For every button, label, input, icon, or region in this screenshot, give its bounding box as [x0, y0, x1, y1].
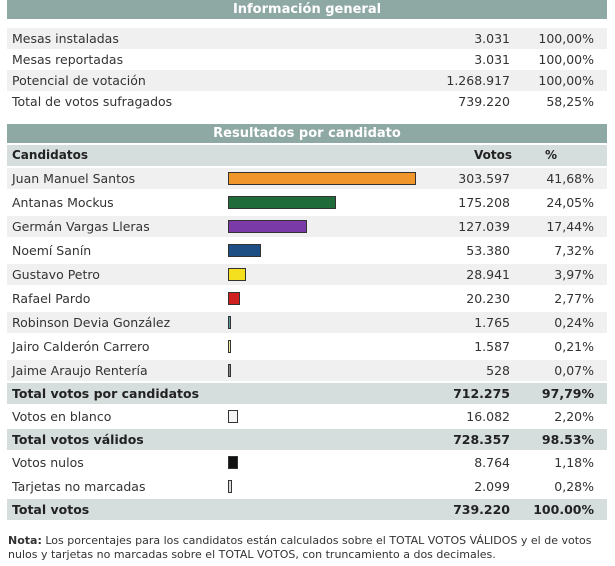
- candidate-row: Rafael Pardo 20.230 2,77%: [7, 288, 607, 309]
- results-header: Resultados por candidato: [7, 124, 607, 143]
- column-percent: %: [545, 148, 558, 162]
- candidate-percent: 41,68%: [546, 171, 594, 186]
- row-percent: 100.00%: [533, 502, 594, 517]
- column-votes: Votos: [474, 148, 512, 162]
- row-label: Mesas instaladas: [12, 31, 119, 46]
- footnote: Nota: Los porcentajes para los candidato…: [8, 534, 608, 562]
- unmarked-cards-bar: [228, 480, 232, 493]
- candidate-row: Gustavo Petro 28.941 3,97%: [7, 264, 607, 285]
- row-label: Potencial de votación: [12, 73, 146, 88]
- candidate-vote-bar: [228, 172, 416, 185]
- candidate-name: Noemí Sanín: [12, 243, 92, 258]
- candidate-row: Antanas Mockus 175.208 24,05%: [7, 192, 607, 213]
- candidate-name: Jaime Araujo Rentería: [12, 363, 148, 378]
- candidate-percent: 0,07%: [554, 363, 594, 378]
- candidate-row: Noemí Sanín 53.380 7,32%: [7, 240, 607, 261]
- row-percent: 1,18%: [554, 455, 594, 470]
- candidate-name: Robinson Devia González: [12, 315, 171, 330]
- general-info-header: Información general: [7, 0, 607, 19]
- null-votes-row: Votos nulos 8.764 1,18%: [7, 452, 607, 473]
- general-row-mesas-instaladas: Mesas instaladas 3.031 100,00%: [7, 28, 607, 49]
- total-votes-row: Total votos 739.220 100.00%: [7, 499, 607, 520]
- candidate-row: Jaime Araujo Rentería 528 0,07%: [7, 360, 607, 381]
- total-candidates-row: Total votos por candidatos 712.275 97,79…: [7, 383, 607, 404]
- candidate-votes: 53.380: [466, 243, 510, 258]
- candidate-votes: 175.208: [458, 195, 510, 210]
- row-label: Tarjetas no marcadas: [12, 479, 146, 494]
- row-label: Mesas reportadas: [12, 52, 124, 67]
- general-row-votos-sufragados: Total de votos sufragados 739.220 58,25%: [7, 91, 607, 112]
- total-valid-row: Total votos válidos 728.357 98.53%: [7, 429, 607, 450]
- footnote-text: Los porcentajes para los candidatos está…: [8, 534, 592, 561]
- row-label: Total votos: [12, 502, 90, 517]
- candidate-name: Jairo Calderón Carrero: [12, 339, 150, 354]
- row-label: Total votos válidos: [12, 432, 144, 447]
- candidate-vote-bar: [228, 340, 231, 353]
- column-candidates: Candidatos: [12, 148, 88, 162]
- row-percent: 2,20%: [554, 409, 594, 424]
- row-votes: 16.082: [466, 409, 510, 424]
- candidate-votes: 127.039: [458, 219, 510, 234]
- candidate-vote-bar: [228, 244, 261, 257]
- unmarked-cards-row: Tarjetas no marcadas 2.099 0,28%: [7, 476, 607, 497]
- candidate-row: Juan Manuel Santos 303.597 41,68%: [7, 168, 607, 189]
- candidate-percent: 3,97%: [554, 267, 594, 282]
- row-percent: 98.53%: [541, 432, 594, 447]
- candidate-votes: 1.765: [474, 315, 510, 330]
- blank-votes-row: Votos en blanco 16.082 2,20%: [7, 406, 607, 427]
- candidate-vote-bar: [228, 268, 246, 281]
- row-votes: 8.764: [474, 455, 510, 470]
- row-label: Votos en blanco: [12, 409, 112, 424]
- row-percent: 0,28%: [554, 479, 594, 494]
- row-votes: 2.099: [474, 479, 510, 494]
- row-label: Total de votos sufragados: [12, 94, 173, 109]
- candidate-percent: 0,21%: [554, 339, 594, 354]
- null-votes-bar: [228, 456, 238, 469]
- candidate-votes: 28.941: [466, 267, 510, 282]
- candidate-percent: 2,77%: [554, 291, 594, 306]
- row-count: 3.031: [474, 52, 510, 67]
- candidate-vote-bar: [228, 364, 231, 377]
- row-percent: 100,00%: [538, 31, 594, 46]
- candidate-vote-bar: [228, 220, 307, 233]
- row-votes: 712.275: [453, 386, 510, 401]
- candidate-row: Germán Vargas Lleras 127.039 17,44%: [7, 216, 607, 237]
- candidate-name: Germán Vargas Lleras: [12, 219, 150, 234]
- row-label: Votos nulos: [12, 455, 84, 470]
- candidate-name: Rafael Pardo: [12, 291, 91, 306]
- candidate-percent: 7,32%: [554, 243, 594, 258]
- candidate-percent: 17,44%: [546, 219, 594, 234]
- general-row-mesas-reportadas: Mesas reportadas 3.031 100,00%: [7, 49, 607, 70]
- row-percent: 58,25%: [546, 94, 594, 109]
- row-percent: 97,79%: [541, 386, 594, 401]
- candidate-vote-bar: [228, 196, 336, 209]
- candidate-vote-bar: [228, 316, 231, 329]
- blank-votes-bar: [228, 410, 238, 423]
- candidate-name: Juan Manuel Santos: [12, 171, 136, 186]
- candidate-name: Gustavo Petro: [12, 267, 100, 282]
- candidate-row: Jairo Calderón Carrero 1.587 0,21%: [7, 336, 607, 357]
- row-count: 1.268.917: [446, 73, 510, 88]
- row-votes: 739.220: [453, 502, 510, 517]
- footnote-label: Nota:: [8, 534, 42, 547]
- candidate-votes: 20.230: [466, 291, 510, 306]
- general-row-potencial-votacion: Potencial de votación 1.268.917 100,00%: [7, 70, 607, 91]
- results-column-header: Candidatos Votos %: [7, 145, 607, 166]
- row-votes: 728.357: [453, 432, 510, 447]
- row-count: 3.031: [474, 31, 510, 46]
- candidate-votes: 1.587: [474, 339, 510, 354]
- row-count: 739.220: [458, 94, 510, 109]
- candidate-percent: 24,05%: [546, 195, 594, 210]
- candidate-votes: 303.597: [458, 171, 510, 186]
- candidate-row: Robinson Devia González 1.765 0,24%: [7, 312, 607, 333]
- row-label: Total votos por candidatos: [12, 386, 200, 401]
- row-percent: 100,00%: [538, 52, 594, 67]
- candidate-votes: 528: [486, 363, 510, 378]
- candidate-percent: 0,24%: [554, 315, 594, 330]
- candidate-vote-bar: [228, 292, 240, 305]
- row-percent: 100,00%: [538, 73, 594, 88]
- candidate-name: Antanas Mockus: [12, 195, 114, 210]
